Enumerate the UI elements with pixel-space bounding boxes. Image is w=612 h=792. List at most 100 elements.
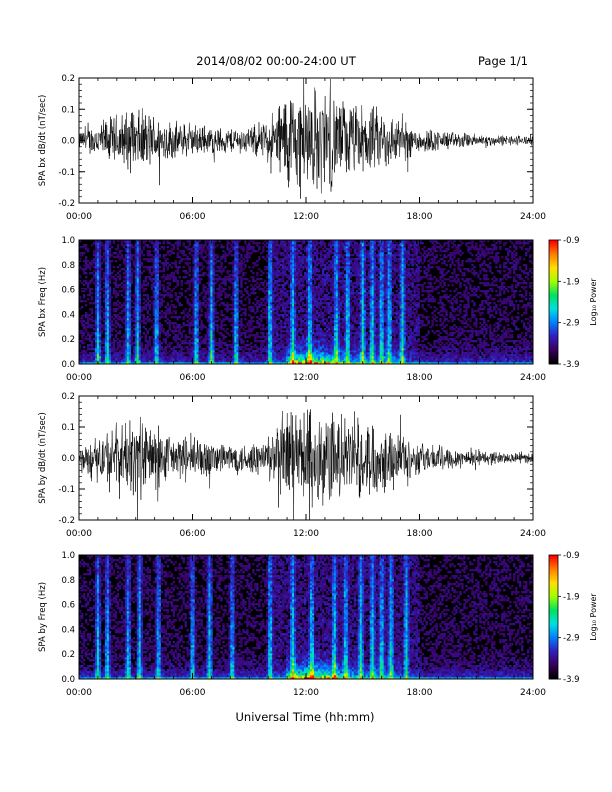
heatmap-cell: [216, 292, 219, 295]
heatmap-cell: [306, 330, 309, 333]
heatmap-cell: [124, 320, 128, 323]
heatmap-cell: [212, 270, 215, 273]
heatmap-cell: [112, 276, 116, 279]
heatmap-cell: [92, 250, 96, 253]
heatmap-cell: [232, 350, 235, 353]
heatmap-cell: [218, 362, 221, 365]
heatmap-cell: [216, 330, 219, 333]
heatmap-cell: [162, 362, 165, 365]
heatmap-cell: [224, 252, 227, 255]
heatmap-cell: [309, 322, 313, 325]
heatmap-cell: [220, 346, 223, 349]
heatmap-cell: [94, 316, 98, 319]
heatmap-cell: [276, 300, 279, 303]
heatmap-cell: [284, 362, 287, 365]
heatmap-cell: [294, 322, 297, 325]
heatmap-cell: [304, 322, 307, 325]
heatmap-cell: [280, 354, 283, 357]
heatmap-cell: [134, 350, 138, 353]
heatmap-cell: [106, 324, 110, 327]
heatmap-cell: [246, 358, 249, 361]
heatmap-cell: [140, 356, 144, 359]
heatmap-cell: [104, 340, 108, 343]
heatmap-cell: [234, 354, 237, 357]
heatmap-cell: [300, 272, 303, 275]
heatmap-cell: [190, 330, 193, 333]
heatmap-cell: [154, 312, 158, 315]
heatmap-cell: [88, 308, 92, 311]
heatmap-cell: [96, 278, 100, 281]
heatmap-cell: [212, 290, 215, 293]
heatmap-cell: [156, 270, 159, 273]
heatmap-cell: [216, 354, 219, 357]
heatmap-cell: [284, 250, 287, 253]
heatmap-cell: [194, 314, 197, 317]
heatmap-cell: [296, 262, 299, 265]
heatmap-cell: [92, 302, 96, 305]
heatmap-cell: [166, 262, 169, 265]
heatmap-cell: [274, 248, 277, 251]
heatmap-cell: [102, 328, 106, 331]
heatmap-cell: [134, 330, 138, 333]
heatmap-cell: [138, 356, 142, 359]
heatmap-cell: [240, 268, 243, 271]
heatmap-cell: [130, 256, 134, 259]
heatmap-cell: [136, 256, 140, 259]
heatmap-cell: [152, 306, 156, 309]
heatmap-cell: [108, 340, 112, 343]
heatmap-cell: [286, 276, 289, 279]
heatmap-cell: [218, 304, 221, 307]
heatmap-cell: [276, 260, 279, 263]
heatmap-cell: [94, 326, 98, 329]
heatmap-cell: [126, 362, 130, 365]
heatmap-cell: [272, 306, 275, 309]
heatmap-cell: [264, 302, 267, 305]
heatmap-cell: [168, 362, 171, 365]
heatmap-cell: [148, 304, 152, 307]
heatmap-cell: [166, 266, 169, 269]
heatmap-cell: [126, 304, 130, 307]
heatmap-cell: [194, 282, 197, 285]
heatmap-cell: [198, 350, 201, 353]
heatmap-cell: [138, 296, 142, 299]
heatmap-cell: [280, 288, 283, 291]
heatmap-cell: [286, 250, 289, 253]
heatmap-cell: [224, 258, 227, 261]
heatmap-cell: [164, 348, 167, 351]
heatmap-cell: [156, 300, 159, 303]
heatmap-cell: [290, 320, 293, 323]
heatmap-cell: [286, 300, 289, 303]
heatmap-cell: [118, 284, 122, 287]
heatmap-cell: [160, 314, 163, 317]
heatmap-cell: [290, 270, 293, 273]
heatmap-cell: [92, 360, 96, 363]
heatmap-cell: [304, 318, 307, 321]
heatmap-cell: [142, 316, 146, 319]
heatmap-cell: [228, 340, 231, 343]
heatmap-cell: [250, 348, 253, 351]
heatmap-cell: [194, 266, 197, 269]
heatmap-cell: [234, 352, 237, 355]
heatmap-cell: [304, 326, 307, 329]
heatmap-cell: [294, 328, 297, 331]
heatmap-cell: [280, 284, 283, 287]
heatmap-cell: [294, 294, 297, 297]
heatmap-cell: [174, 242, 177, 245]
heatmap-cell: [116, 240, 120, 243]
heatmap-cell: [182, 310, 185, 313]
heatmap-cell: [96, 356, 100, 359]
heatmap-cell: [240, 348, 243, 351]
heatmap-cell: [116, 244, 120, 247]
heatmap-cell: [136, 286, 140, 289]
heatmap-cell: [294, 256, 297, 259]
heatmap-cell: [126, 246, 130, 249]
heatmap-cell: [272, 358, 275, 361]
heatmap-cell: [100, 268, 104, 271]
heatmap-cell: [130, 246, 134, 249]
heatmap-cell: [108, 354, 112, 357]
heatmap-cell: [264, 340, 267, 343]
heatmap-cell: [196, 320, 199, 323]
heatmap-cell: [248, 320, 251, 323]
heatmap-cell: [307, 338, 311, 341]
heatmap-cell: [252, 288, 255, 291]
